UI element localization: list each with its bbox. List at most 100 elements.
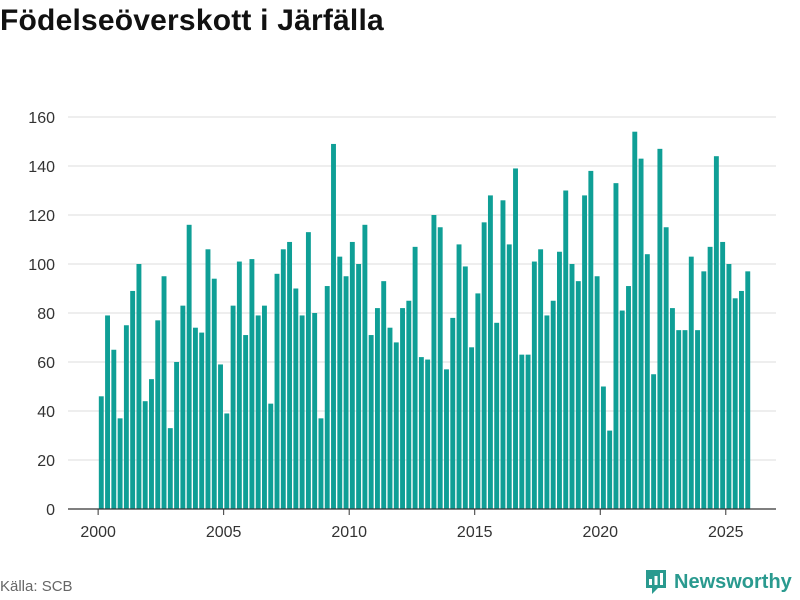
- bar: [688, 256, 694, 509]
- bar: [494, 322, 500, 509]
- x-tick-label: 2025: [708, 524, 744, 541]
- bar: [720, 241, 726, 509]
- bar: [337, 256, 343, 509]
- bar: [130, 290, 136, 509]
- y-tick-label: 160: [28, 110, 55, 127]
- bar: [676, 330, 682, 509]
- bar: [575, 281, 581, 509]
- bar: [669, 308, 675, 509]
- bar: [299, 315, 305, 509]
- bar: [268, 403, 274, 509]
- bar: [437, 227, 443, 509]
- bar: [707, 246, 713, 509]
- bar: [600, 386, 606, 509]
- bar: [550, 300, 556, 509]
- bar: [525, 354, 531, 509]
- bar: [425, 359, 431, 509]
- bar: [123, 325, 129, 509]
- x-tick-label: 2005: [206, 524, 242, 541]
- x-tick-label: 2015: [457, 524, 493, 541]
- bar: [475, 293, 481, 509]
- bar: [324, 286, 330, 509]
- bar: [701, 271, 707, 509]
- bar: [393, 342, 399, 509]
- bar: [613, 183, 619, 509]
- bar: [356, 264, 362, 509]
- bar: [739, 290, 744, 509]
- bar: [211, 278, 217, 509]
- bar: [218, 364, 223, 509]
- y-tick-label: 100: [28, 257, 55, 274]
- bar: [161, 276, 167, 509]
- bar: [318, 418, 324, 509]
- bar: [331, 143, 336, 509]
- bar: [243, 335, 249, 509]
- bar: [481, 222, 487, 509]
- bar: [362, 224, 368, 510]
- bar: [180, 305, 186, 509]
- bar: [136, 264, 142, 509]
- bar: [444, 369, 449, 509]
- bar: [205, 249, 211, 510]
- bar: [745, 271, 751, 509]
- bar: [406, 300, 412, 509]
- bar: [557, 251, 562, 509]
- bar: [149, 379, 154, 509]
- bar: [657, 148, 663, 509]
- y-tick-label: 40: [37, 404, 55, 421]
- bar: [98, 396, 104, 509]
- bar: [538, 249, 544, 510]
- bar: [695, 330, 700, 509]
- y-tick-label: 60: [37, 355, 55, 372]
- bar: [262, 305, 267, 509]
- brand-logo[interactable]: Newsworthy: [644, 568, 792, 596]
- bar: [224, 413, 230, 509]
- bar: [632, 131, 638, 509]
- bar: [142, 401, 148, 509]
- bar: [500, 200, 506, 510]
- bar: [569, 264, 575, 509]
- bar: [644, 254, 650, 509]
- bar: [167, 428, 173, 509]
- bar: [456, 244, 462, 509]
- bar: [412, 246, 418, 509]
- brand-name: Newsworthy: [674, 570, 792, 593]
- bar: [462, 266, 468, 509]
- bar: [400, 308, 405, 509]
- bar: [531, 261, 537, 509]
- bar: [732, 298, 738, 509]
- bar: [594, 276, 600, 509]
- bar: [111, 349, 117, 509]
- chart-title: Födelseöverskott i Järfälla: [0, 4, 384, 37]
- bar: [431, 215, 437, 509]
- bar: [249, 259, 255, 509]
- source-note: Källa: SCB: [0, 578, 73, 595]
- bar: [544, 315, 550, 509]
- bar: [155, 320, 161, 509]
- bar: [312, 313, 318, 509]
- x-axis: 2000 2005 2010 2015 2020 2025: [68, 508, 776, 541]
- y-tick-label: 80: [37, 306, 55, 323]
- x-tick-label: 2000: [80, 524, 116, 541]
- bar: [255, 315, 261, 509]
- bar: [506, 244, 512, 509]
- bar: [236, 261, 242, 509]
- bar: [713, 156, 719, 509]
- bar: [487, 195, 493, 509]
- bar: [582, 195, 588, 509]
- bar: [230, 305, 236, 509]
- y-tick-label: 120: [28, 208, 55, 225]
- bar: [381, 281, 387, 509]
- bar: [192, 327, 198, 509]
- bar: [450, 317, 456, 509]
- bar: [199, 332, 205, 509]
- bar: [619, 310, 625, 509]
- y-tick-label: 0: [46, 502, 55, 519]
- bar: [726, 264, 732, 509]
- bar: [374, 308, 380, 509]
- bar: [663, 227, 669, 509]
- bar: [174, 362, 180, 509]
- bar: [105, 315, 110, 509]
- bar: [387, 327, 393, 509]
